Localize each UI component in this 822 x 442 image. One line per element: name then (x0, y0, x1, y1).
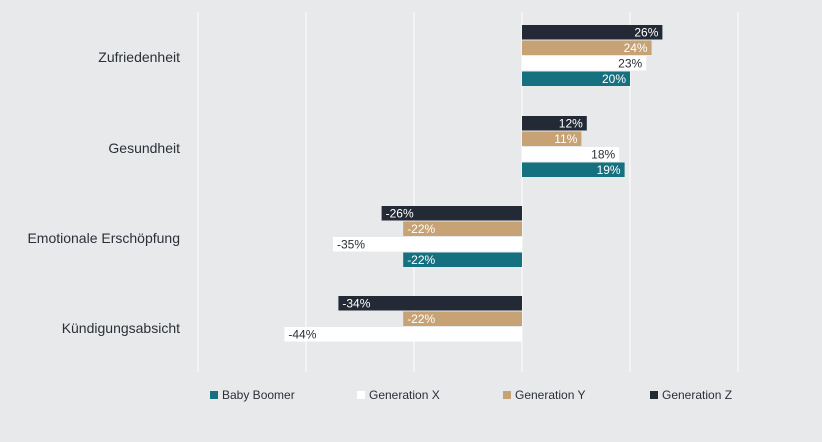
data-label: 19% (597, 163, 621, 177)
data-label: 11% (554, 132, 577, 146)
legend-label: Baby Boomer (222, 388, 295, 402)
bar (522, 131, 582, 146)
bar (522, 162, 625, 177)
bar (403, 252, 522, 267)
bar (522, 25, 663, 40)
legend-label: Generation X (369, 388, 440, 402)
bar (333, 237, 522, 252)
data-label: -35% (337, 238, 365, 252)
bar (522, 147, 620, 162)
data-label: 12% (559, 117, 583, 131)
data-label: 26% (634, 26, 658, 40)
data-label: -22% (407, 222, 435, 236)
category-label: Emotionale Erschöpfung (27, 230, 180, 246)
bar (522, 116, 587, 131)
data-label: 24% (624, 41, 648, 55)
category-label: Gesundheit (108, 140, 180, 156)
bar (403, 311, 522, 326)
bar (522, 40, 652, 55)
legend-swatch (503, 391, 511, 399)
bar (381, 206, 522, 221)
bar (284, 327, 522, 342)
legend-swatch (650, 391, 658, 399)
data-label: 18% (591, 148, 615, 162)
bar (522, 56, 647, 71)
bar (522, 71, 630, 86)
data-label: 23% (618, 57, 642, 71)
legend-label: Generation Z (662, 388, 732, 402)
legend-swatch (357, 391, 365, 399)
data-label: -34% (342, 297, 370, 311)
data-label: -44% (288, 328, 316, 342)
legend-label: Generation Y (515, 388, 586, 402)
category-label: Zufriedenheit (98, 49, 180, 65)
data-label: -26% (386, 207, 414, 221)
bar (338, 296, 522, 311)
data-label: 20% (602, 72, 626, 86)
data-label: -22% (407, 253, 435, 267)
data-label: -22% (407, 312, 435, 326)
legend-swatch (210, 391, 218, 399)
bar (403, 221, 522, 236)
category-label: Kündigungsabsicht (62, 320, 180, 336)
